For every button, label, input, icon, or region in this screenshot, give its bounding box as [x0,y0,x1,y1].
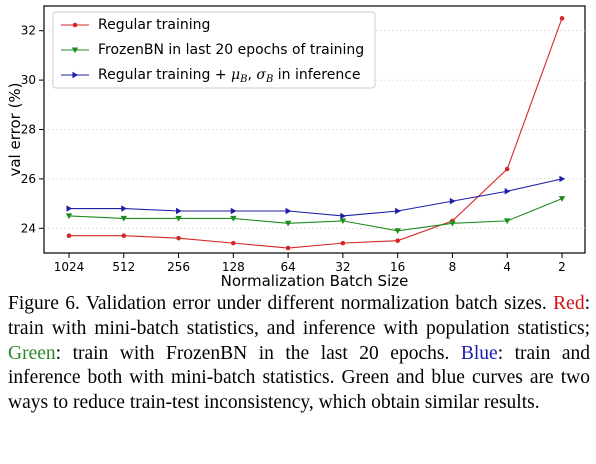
y-tick-label-2: 28 [21,123,36,137]
x-tick-label-9: 2 [558,260,566,274]
legend-label-regular: Regular training [98,17,210,33]
legend-markers [61,22,89,79]
series-1-point-1 [120,215,127,222]
x-tick-label-1: 512 [112,260,135,274]
legend-sep: , [247,67,256,83]
series-0-point-8 [504,166,510,172]
caption-green-word: Green [8,342,56,364]
legend-marker-1 [71,47,79,54]
series-1-point-2 [175,215,182,222]
validation-error-chart: 24 26 28 30 32 1024 512 256 128 64 32 16 8 4 2 Normal… [6,5,586,290]
series-2 [66,175,566,220]
series-0-point-3 [231,240,236,246]
series-0-point-0 [66,233,72,239]
caption-green-text: : train with FrozenBN in the last 20 epo… [55,342,461,364]
legend-label-frozenbn: FrozenBN in last 20 epochs of training [98,42,364,58]
legend-marker-0 [72,22,78,28]
caption-blue-word: Blue [460,342,498,364]
series-0-point-5 [340,240,346,246]
x-tick-label-8: 4 [503,260,511,274]
legend-suffix: in inference [273,67,360,83]
x-tick-label-2: 256 [167,260,190,274]
series-line-0 [69,18,563,249]
caption-red-text: : train with mini-batch statistics, and … [8,293,590,339]
series-1-point-9 [558,196,566,202]
y-tick-label-0: 24 [21,221,36,235]
series-2-point-2 [175,207,182,215]
series-2-point-8 [504,188,511,195]
figure-caption: Figure 6. Validation error under differe… [8,292,590,416]
series-2-point-5 [340,212,347,220]
y-tick-label-4: 32 [21,24,36,38]
legend-box [52,11,376,89]
x-tick-label-4: 64 [280,260,295,274]
series-1-point-8 [504,218,511,225]
series-1 [65,196,566,234]
x-axis-label: Normalization Batch Size [221,272,409,290]
legend-prefix: Regular training + [98,67,231,83]
y-tick-label-1: 26 [21,172,36,186]
legend-sigma: σ [256,67,266,83]
x-tick-label-3: 128 [222,260,245,274]
series-line-1 [68,198,563,232]
series-1-point-6 [394,228,401,234]
series-1-point-5 [339,218,347,225]
x-tick-label-7: 8 [449,260,457,274]
series-1-point-7 [449,220,456,227]
series-2-point-1 [121,205,127,212]
caption-blue-text: : train and inference both with mini-bat… [8,342,591,414]
series-0-point-2 [176,235,181,241]
legend-label-mu-sigma: Regular training + μB, σB in inference [98,67,361,85]
legend-mu-sub: B [239,74,247,85]
caption-lead: Figure 6. Validation error under differe… [8,293,554,314]
x-tick-label-6: 16 [390,260,405,274]
series-0-point-1 [121,233,127,239]
legend-mu: μ [231,67,240,83]
y-axis-label: val error (%) [6,82,24,176]
series-2-point-9 [559,175,566,183]
legend-sigma-sub: B [265,74,273,85]
legend: Regular training FrozenBN in last 20 epo… [52,11,376,89]
x-tick-label-5: 32 [335,260,350,274]
series-2-point-0 [66,205,73,212]
series-1-point-0 [65,213,73,220]
series-0-point-6 [395,238,400,243]
series-0-point-4 [285,245,291,251]
legend-marker-2 [72,71,79,79]
series-0-point-9 [559,16,565,21]
x-tick-label-0: 1024 [54,260,85,274]
series-1-point-4 [284,220,292,227]
series-2-point-6 [395,207,401,215]
y-tick-label-3: 30 [21,73,36,87]
series-2-point-4 [285,207,292,215]
y-axis-ticks: 24 26 28 30 32 [21,24,44,235]
series-line-2 [69,178,563,217]
series-1-point-3 [230,215,237,222]
caption-red-word: Red [553,293,585,314]
x-axis-ticks: 1024 512 256 128 64 32 16 8 4 2 [54,253,566,274]
series-2-point-3 [230,207,237,215]
series-2-point-7 [449,197,456,205]
series [65,16,566,251]
